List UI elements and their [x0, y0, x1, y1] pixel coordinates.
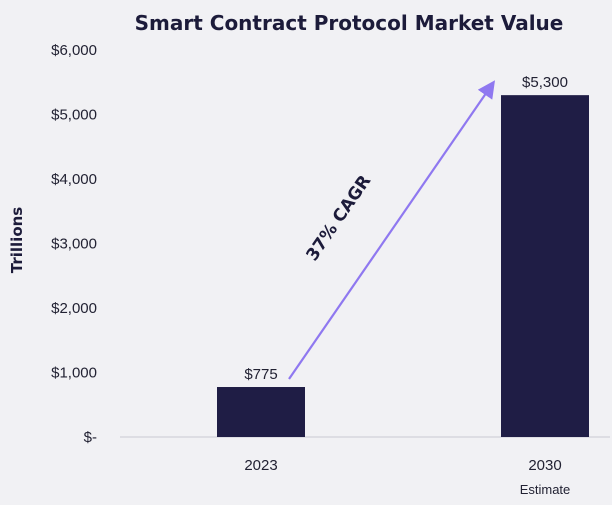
- bar-2023: [217, 387, 305, 437]
- y-tick-label: $2,000: [51, 300, 97, 317]
- y-tick-label: $5,000: [51, 107, 97, 124]
- x-tick-sublabel: Estimate: [520, 482, 571, 497]
- y-tick-label: $3,000: [51, 236, 97, 253]
- bar-2030: [501, 95, 589, 438]
- y-tick-label: $-: [84, 429, 97, 446]
- y-tick-label: $1,000: [51, 365, 97, 382]
- cagr-label: 37% CAGR: [302, 172, 375, 265]
- x-tick-label: 2023: [244, 457, 277, 474]
- y-tick-label: $4,000: [51, 171, 97, 188]
- x-tick-label: 2030: [528, 457, 561, 474]
- bars-group: $775 2023 $5,300 2030 Estimate: [217, 74, 589, 497]
- data-label: $775: [244, 366, 277, 383]
- y-tick-label: $6,000: [51, 42, 97, 59]
- cagr-arrow: [288, 80, 495, 380]
- cagr-annotation: 37% CAGR: [288, 80, 495, 380]
- y-axis-ticks: $- $1,000 $2,000 $3,000 $4,000 $5,000 $6,000: [51, 42, 97, 446]
- chart-title: Smart Contract Protocol Market Value: [135, 11, 564, 35]
- y-axis-label: Trillions: [8, 207, 26, 274]
- data-label: $5,300: [522, 74, 568, 91]
